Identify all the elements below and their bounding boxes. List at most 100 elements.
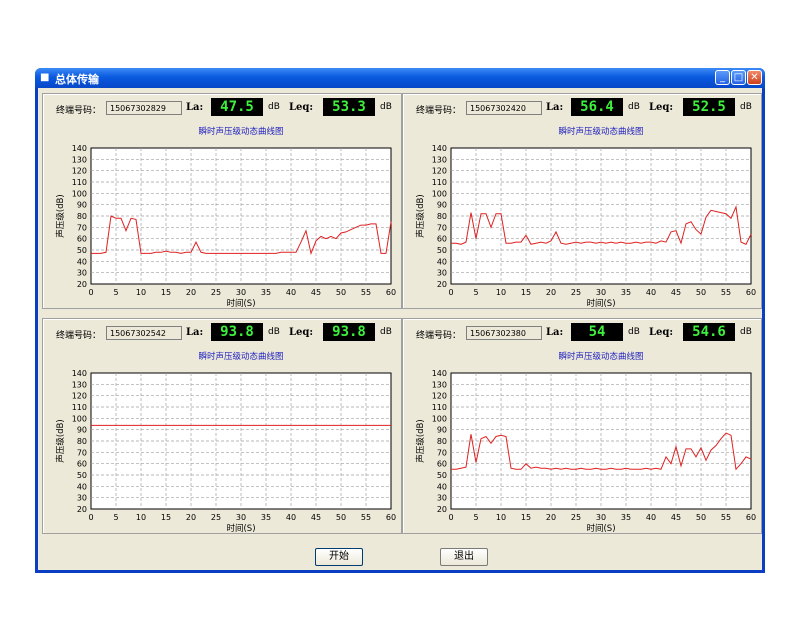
y-tick-label: 100 xyxy=(72,189,87,198)
x-tick-label: 45 xyxy=(311,513,321,522)
la-display: 54 xyxy=(571,323,623,341)
leq-label: Leq: xyxy=(289,102,314,113)
y-tick-label: 120 xyxy=(432,392,447,401)
sound-level-chart-1: 瞬时声压级动态曲线图203040506070809010011012013014… xyxy=(55,126,396,308)
y-tick-label: 30 xyxy=(77,494,87,503)
x-tick-label: 15 xyxy=(161,288,171,297)
x-tick-label: 55 xyxy=(721,513,731,522)
y-tick-label: 60 xyxy=(437,235,447,244)
la-display: 47.5 xyxy=(211,98,263,116)
x-tick-label: 15 xyxy=(521,513,531,522)
start-button[interactable]: 开始 xyxy=(315,548,363,566)
monitor-panel-4: 终端号码： 15067302380 La: 54 dB Leq: 54.6 dB… xyxy=(402,318,762,534)
la-label: La: xyxy=(546,327,564,338)
x-tick-label: 10 xyxy=(496,513,506,522)
leq-label: Leq: xyxy=(649,327,674,338)
series-line xyxy=(451,432,752,471)
leq-unit: dB xyxy=(740,327,752,337)
y-axis-label: 声压级(dB) xyxy=(55,194,66,237)
x-tick-label: 15 xyxy=(521,288,531,297)
y-tick-label: 110 xyxy=(432,178,447,187)
exit-button[interactable]: 退出 xyxy=(440,548,488,566)
title-bar[interactable]: ■ 总体传输 _ □ ✕ xyxy=(35,68,765,88)
chart-title: 瞬时声压级动态曲线图 xyxy=(558,351,643,362)
x-tick-label: 40 xyxy=(286,288,296,297)
y-tick-label: 90 xyxy=(437,426,447,435)
y-tick-label: 130 xyxy=(432,380,447,389)
x-tick-label: 50 xyxy=(336,288,346,297)
y-tick-label: 40 xyxy=(437,257,447,266)
maximize-button[interactable]: □ xyxy=(731,70,746,85)
x-tick-label: 30 xyxy=(596,288,606,297)
chart-title: 瞬时声压级动态曲线图 xyxy=(558,126,643,137)
chart-title: 瞬时声压级动态曲线图 xyxy=(198,351,283,362)
leq-display: 54.6 xyxy=(683,323,735,341)
y-tick-label: 20 xyxy=(437,280,447,289)
y-tick-label: 50 xyxy=(437,246,447,255)
terminal-id-field[interactable]: 15067302420 xyxy=(466,101,542,115)
x-tick-label: 50 xyxy=(696,288,706,297)
leq-unit: dB xyxy=(380,327,392,337)
series-line xyxy=(91,215,392,256)
terminal-id-field[interactable]: 15067302829 xyxy=(106,101,182,115)
la-unit: dB xyxy=(268,327,280,337)
x-tick-label: 10 xyxy=(496,288,506,297)
x-tick-label: 10 xyxy=(136,288,146,297)
y-tick-label: 30 xyxy=(437,494,447,503)
leq-unit: dB xyxy=(740,102,752,112)
x-tick-label: 30 xyxy=(596,513,606,522)
close-button[interactable]: ✕ xyxy=(747,70,762,85)
y-tick-label: 20 xyxy=(77,280,87,289)
x-tick-label: 20 xyxy=(546,288,556,297)
x-tick-label: 50 xyxy=(336,513,346,522)
terminal-id-field[interactable]: 15067302542 xyxy=(106,326,182,340)
y-tick-label: 30 xyxy=(437,269,447,278)
y-tick-label: 40 xyxy=(437,482,447,491)
x-tick-label: 25 xyxy=(571,288,581,297)
x-tick-label: 35 xyxy=(261,288,271,297)
x-tick-label: 5 xyxy=(473,513,478,522)
x-tick-label: 5 xyxy=(473,288,478,297)
x-tick-label: 20 xyxy=(186,288,196,297)
y-tick-label: 140 xyxy=(72,144,87,153)
x-tick-label: 40 xyxy=(646,513,656,522)
x-tick-label: 60 xyxy=(386,513,396,522)
x-axis-label: 时间(S) xyxy=(586,298,615,308)
monitor-panel-3: 终端号码： 15067302542 La: 93.8 dB Leq: 93.8 … xyxy=(42,318,402,534)
x-tick-label: 60 xyxy=(746,513,756,522)
x-axis-label: 时间(S) xyxy=(586,523,615,533)
terminal-label: 终端号码： xyxy=(56,331,102,341)
terminal-id-field[interactable]: 15067302380 xyxy=(466,326,542,340)
la-unit: dB xyxy=(628,327,640,337)
y-tick-label: 60 xyxy=(77,460,87,469)
y-tick-label: 90 xyxy=(77,426,87,435)
leq-label: Leq: xyxy=(289,327,314,338)
x-tick-label: 5 xyxy=(113,288,118,297)
leq-unit: dB xyxy=(380,102,392,112)
y-tick-label: 100 xyxy=(72,414,87,423)
minimize-button[interactable]: _ xyxy=(715,70,730,85)
sound-level-chart-4: 瞬时声压级动态曲线图203040506070809010011012013014… xyxy=(415,351,756,533)
main-window: ■ 总体传输 _ □ ✕ 终端号码： 15067302829 La: 47.5 … xyxy=(35,68,765,573)
x-tick-label: 0 xyxy=(448,513,453,522)
x-tick-label: 10 xyxy=(136,513,146,522)
x-tick-label: 60 xyxy=(746,288,756,297)
x-tick-label: 45 xyxy=(671,288,681,297)
x-tick-label: 45 xyxy=(311,288,321,297)
y-tick-label: 70 xyxy=(77,448,87,457)
y-tick-label: 70 xyxy=(437,448,447,457)
la-unit: dB xyxy=(628,102,640,112)
x-tick-label: 20 xyxy=(186,513,196,522)
x-tick-label: 0 xyxy=(448,288,453,297)
y-tick-label: 90 xyxy=(77,201,87,210)
app-icon: ■ xyxy=(40,72,50,83)
x-tick-label: 50 xyxy=(696,513,706,522)
y-tick-label: 110 xyxy=(432,403,447,412)
y-tick-label: 100 xyxy=(432,414,447,423)
la-label: La: xyxy=(186,327,204,338)
x-tick-label: 45 xyxy=(671,513,681,522)
y-tick-label: 80 xyxy=(77,437,87,446)
y-tick-label: 40 xyxy=(77,257,87,266)
y-tick-label: 40 xyxy=(77,482,87,491)
y-tick-label: 120 xyxy=(72,392,87,401)
